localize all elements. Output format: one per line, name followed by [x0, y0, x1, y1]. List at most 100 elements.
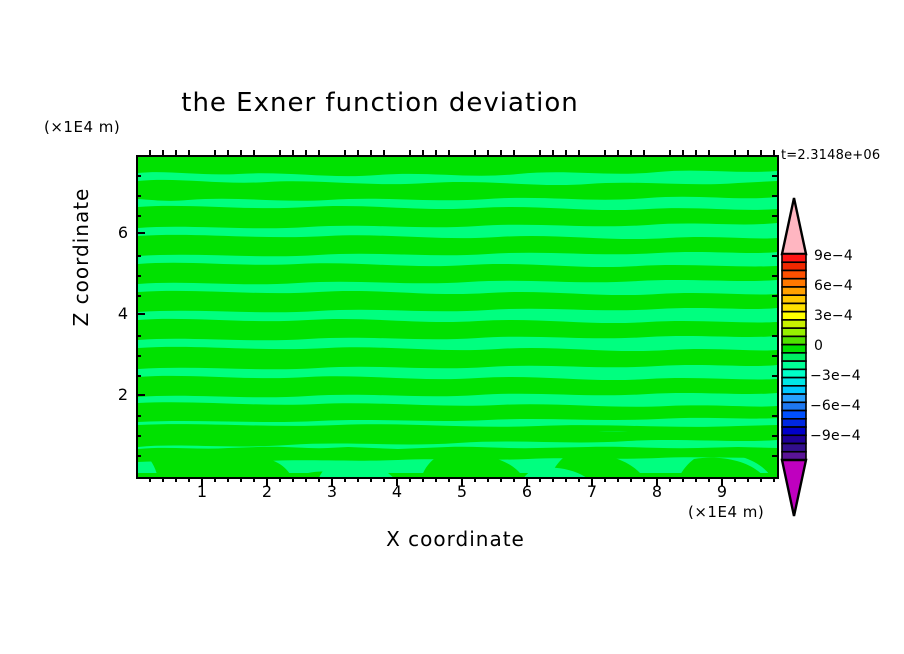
x-minor-tick-top	[279, 150, 281, 155]
y-minor-tick	[136, 295, 141, 297]
x-minor-tick	[630, 477, 632, 482]
x-minor-tick	[214, 477, 216, 482]
x-minor-tick-top	[682, 150, 684, 155]
x-minor-tick-top	[383, 150, 385, 155]
x-minor-tick	[448, 477, 450, 482]
colorbar-band-24	[781, 450, 807, 461]
x-minor-tick	[669, 477, 671, 482]
x-minor-tick	[188, 477, 190, 482]
colorbar-band-11	[781, 343, 807, 354]
x-minor-tick-top	[370, 150, 372, 155]
x-tick-label-6: 6	[521, 482, 533, 501]
x-minor-tick-top	[539, 150, 541, 155]
x-minor-tick-top	[695, 150, 697, 155]
x-minor-tick	[760, 477, 762, 482]
y-minor-tick	[136, 255, 141, 257]
x-tick-label-3: 3	[326, 482, 338, 501]
x-tick-1	[201, 477, 203, 486]
x-minor-tick-top	[305, 150, 307, 155]
y-tick-label-6: 6	[117, 223, 128, 242]
x-minor-tick-top	[409, 150, 411, 155]
x-minor-tick	[474, 477, 476, 482]
x-minor-tick	[344, 477, 346, 482]
y-minor-tick	[136, 435, 141, 437]
x-minor-tick-top	[188, 150, 190, 155]
x-minor-tick-top	[214, 150, 216, 155]
colorbar-band-19	[781, 409, 807, 420]
y-minor-tick-right	[772, 295, 777, 297]
x-minor-tick-top	[292, 150, 294, 155]
y-tick-4	[136, 313, 145, 315]
colorbar-band-15	[781, 376, 807, 387]
colorbar-band-13	[781, 360, 807, 371]
x-minor-tick	[578, 477, 580, 482]
x-tick-label-8: 8	[651, 482, 663, 501]
y-axis-unit-label: (×1E4 m)	[44, 118, 121, 136]
colorbar-band-3	[781, 277, 807, 288]
y-tick-label-2: 2	[117, 385, 128, 404]
x-minor-tick	[305, 477, 307, 482]
x-minor-tick-top	[617, 150, 619, 155]
colorbar-band-20	[781, 418, 807, 428]
y-tick-6	[136, 232, 145, 234]
x-minor-tick-top	[513, 150, 515, 155]
y-minor-tick-right	[772, 255, 777, 257]
colorbar-label-0: 0	[814, 338, 824, 354]
x-tick-label-4: 4	[391, 482, 403, 501]
x-tick-label-5: 5	[456, 482, 468, 501]
x-minor-tick	[292, 477, 294, 482]
x-axis-title: X coordinate	[386, 527, 525, 551]
x-minor-tick-top	[422, 150, 424, 155]
y-minor-tick	[136, 355, 141, 357]
x-minor-tick	[383, 477, 385, 482]
y-minor-tick-right	[772, 415, 777, 417]
y-minor-tick	[136, 335, 141, 337]
x-minor-tick	[734, 477, 736, 482]
x-minor-tick	[422, 477, 424, 482]
x-tick-label-1: 1	[196, 482, 208, 501]
x-tick-8	[656, 477, 658, 486]
x-axis-unit-label: (×1E4 m)	[688, 503, 765, 521]
x-tick-label-2: 2	[261, 482, 273, 501]
colorbar-bottom-cap	[780, 458, 808, 517]
colorbar-band-12	[781, 352, 807, 362]
y-minor-tick	[136, 195, 141, 197]
y-minor-tick-right	[772, 455, 777, 457]
colorbar-band-0	[781, 253, 807, 264]
y-minor-tick	[136, 215, 141, 217]
page-title: the Exner function deviation	[181, 88, 579, 118]
x-minor-tick-top	[630, 150, 632, 155]
colorbar-label-m3e-4: −3e−4	[810, 368, 861, 384]
colorbar-label-m9e-4: −9e−4	[810, 428, 861, 444]
x-minor-tick	[318, 477, 320, 482]
x-minor-tick-top	[747, 150, 749, 155]
x-minor-tick-top	[253, 150, 255, 155]
x-minor-tick	[227, 477, 229, 482]
y-minor-tick-right	[772, 375, 777, 377]
x-minor-tick-top	[435, 150, 437, 155]
x-minor-tick-top	[500, 150, 502, 155]
x-minor-tick-top	[240, 150, 242, 155]
colorbar-band-17	[781, 393, 807, 404]
x-minor-tick-top	[773, 150, 775, 155]
x-tick-6	[526, 477, 528, 486]
x-minor-tick	[487, 477, 489, 482]
x-minor-tick	[565, 477, 567, 482]
x-tick-2	[266, 477, 268, 486]
x-minor-tick	[240, 477, 242, 482]
colorbar-top-cap	[780, 197, 808, 256]
x-minor-tick-top	[578, 150, 580, 155]
time-annotation: t=2.3148e+06	[781, 148, 881, 163]
y-minor-tick	[136, 175, 141, 177]
x-minor-tick	[513, 477, 515, 482]
x-minor-tick-top	[552, 150, 554, 155]
x-minor-tick-top	[318, 150, 320, 155]
x-minor-tick	[643, 477, 645, 482]
y-minor-tick-right	[772, 355, 777, 357]
colorbar[interactable]: 9e−4 6e−4 3e−4 0 −3e−4 −6e−4 −9e−4	[778, 196, 861, 518]
x-minor-tick-top	[734, 150, 736, 155]
x-minor-tick	[435, 477, 437, 482]
x-minor-tick-top	[643, 150, 645, 155]
x-minor-tick-top	[708, 150, 710, 155]
